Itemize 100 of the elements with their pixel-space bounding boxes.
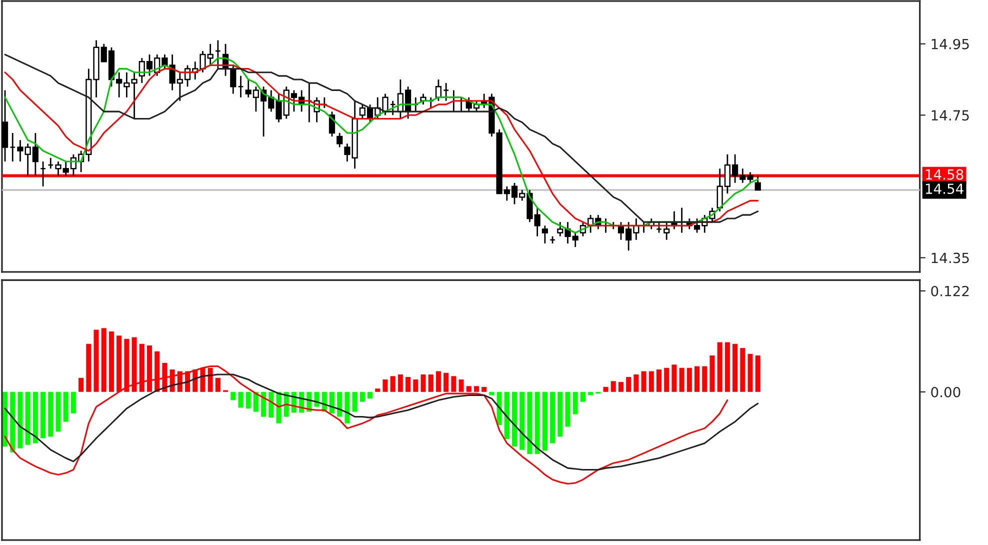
candlestick bbox=[656, 221, 662, 234]
bar bbox=[48, 392, 54, 437]
bar bbox=[496, 392, 502, 426]
candlestick bbox=[542, 224, 548, 244]
ref-line-label: 14.54 bbox=[926, 184, 964, 194]
y-tick-label: 14.95 bbox=[932, 38, 969, 50]
bar bbox=[610, 381, 616, 392]
ref-line-label: 14.58 bbox=[926, 169, 964, 180]
bar bbox=[406, 376, 411, 392]
bar bbox=[527, 392, 532, 454]
bar bbox=[588, 392, 594, 396]
bar bbox=[580, 392, 586, 402]
candlestick bbox=[664, 221, 670, 241]
bar bbox=[382, 379, 388, 392]
candlestick bbox=[435, 78, 442, 102]
bar bbox=[413, 379, 418, 392]
bar bbox=[261, 392, 266, 417]
bar bbox=[360, 392, 365, 402]
bar bbox=[603, 386, 608, 392]
bar bbox=[436, 371, 441, 392]
candlestick bbox=[10, 132, 16, 162]
bar bbox=[78, 378, 84, 392]
bar bbox=[618, 382, 624, 392]
bar bbox=[208, 368, 213, 392]
bar bbox=[352, 392, 358, 412]
bar bbox=[634, 374, 639, 392]
bar bbox=[542, 392, 548, 451]
bar bbox=[18, 392, 23, 448]
bar bbox=[398, 374, 403, 392]
bar bbox=[724, 342, 730, 392]
candlestick bbox=[336, 132, 343, 148]
bar bbox=[253, 392, 258, 412]
y-tick-label: 0.00 bbox=[931, 386, 960, 398]
bar bbox=[710, 355, 715, 392]
bar bbox=[732, 344, 738, 392]
bar bbox=[648, 371, 654, 392]
bar bbox=[466, 386, 472, 392]
bar bbox=[451, 376, 456, 392]
bar bbox=[94, 330, 99, 392]
bar bbox=[482, 386, 487, 392]
candlestick bbox=[230, 64, 236, 94]
y-tick-label: 14.35 bbox=[932, 252, 969, 264]
bar bbox=[25, 392, 30, 445]
bar bbox=[748, 354, 753, 392]
bar bbox=[694, 366, 700, 392]
bar bbox=[626, 376, 632, 392]
bar bbox=[558, 392, 563, 437]
bar bbox=[420, 374, 426, 392]
candlestick bbox=[443, 82, 450, 102]
bar bbox=[32, 392, 38, 444]
bar bbox=[474, 386, 479, 392]
bar bbox=[70, 392, 76, 414]
bar bbox=[10, 392, 16, 452]
y-tick-label: 0.122 bbox=[931, 286, 969, 296]
bar bbox=[63, 392, 68, 422]
bar bbox=[56, 392, 61, 432]
bar bbox=[108, 331, 114, 392]
bar bbox=[686, 368, 692, 392]
candlestick bbox=[214, 40, 221, 70]
bar bbox=[504, 392, 510, 440]
bar bbox=[572, 392, 578, 414]
line-series bbox=[4, 374, 759, 470]
bar bbox=[230, 392, 236, 400]
y-tick-label: 14.75 bbox=[932, 110, 969, 121]
candlestick bbox=[238, 75, 244, 98]
bar bbox=[40, 392, 46, 438]
bar bbox=[664, 368, 670, 392]
bar bbox=[702, 366, 708, 392]
bar bbox=[344, 392, 350, 424]
bar bbox=[679, 368, 684, 392]
bar bbox=[246, 392, 251, 408]
bar bbox=[428, 374, 434, 392]
bar bbox=[268, 392, 274, 418]
bar bbox=[444, 372, 449, 392]
bar bbox=[337, 392, 342, 417]
bar bbox=[565, 392, 570, 427]
bar bbox=[458, 379, 464, 392]
candlestick bbox=[390, 100, 396, 116]
bar bbox=[755, 355, 760, 392]
bar bbox=[520, 392, 525, 450]
bar bbox=[330, 392, 335, 414]
bar bbox=[368, 392, 373, 399]
bar bbox=[489, 392, 494, 396]
bar bbox=[740, 348, 746, 392]
candlestick bbox=[48, 157, 54, 170]
bar bbox=[550, 392, 556, 444]
bar bbox=[717, 342, 722, 392]
bar bbox=[375, 388, 380, 392]
candlestick bbox=[40, 160, 46, 188]
bar bbox=[390, 376, 396, 392]
bar bbox=[238, 392, 244, 408]
bar bbox=[656, 370, 662, 392]
bar bbox=[672, 364, 677, 392]
bar bbox=[215, 378, 220, 392]
bar bbox=[512, 392, 518, 447]
bar bbox=[534, 392, 540, 454]
bar bbox=[86, 344, 92, 392]
candlestick bbox=[754, 175, 761, 191]
bar bbox=[101, 328, 106, 392]
bar bbox=[641, 371, 646, 392]
